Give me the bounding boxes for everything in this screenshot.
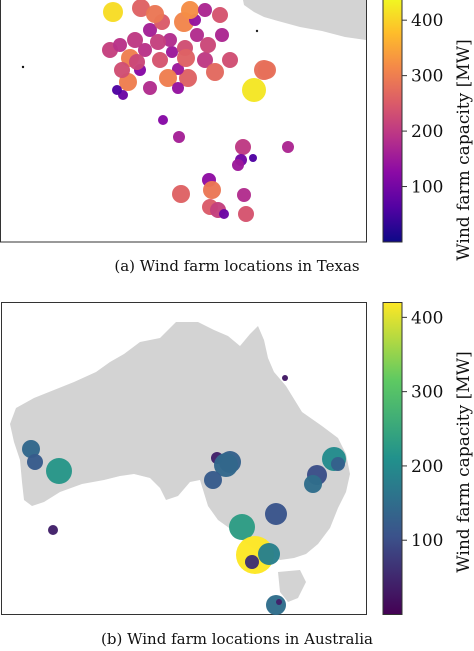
australia-colorbar-tick-label: 200 bbox=[411, 457, 443, 477]
texas-wind-farm bbox=[152, 52, 168, 68]
australia-colorbar-label: Wind farm capacity [MW] bbox=[454, 351, 474, 573]
australia-wind-farm bbox=[331, 457, 345, 471]
texas-wind-farm bbox=[172, 63, 184, 75]
australia-wind-farm bbox=[27, 454, 43, 470]
texas-map bbox=[0, 0, 367, 243]
tasmania bbox=[278, 570, 306, 602]
texas-wind-farm bbox=[177, 49, 195, 67]
texas-wind-farm bbox=[215, 28, 229, 42]
texas-wind-farm bbox=[103, 2, 123, 22]
australia-colorbar-tick-label: 300 bbox=[411, 383, 443, 403]
texas-wind-farm bbox=[222, 52, 238, 68]
australia-wind-farm bbox=[266, 595, 286, 615]
texas-wind-farm bbox=[138, 43, 152, 57]
texas-wind-farm bbox=[113, 38, 127, 52]
australia-wind-farm bbox=[258, 543, 280, 565]
australia-wind-farm bbox=[229, 514, 255, 540]
texas-wind-farm bbox=[249, 154, 257, 162]
texas-wind-farms bbox=[102, 0, 294, 222]
texas-wind-farm bbox=[172, 82, 184, 94]
texas-wind-farm bbox=[163, 33, 177, 47]
texas-wind-farm bbox=[198, 3, 212, 17]
texas-wind-farm bbox=[132, 0, 150, 17]
texas-wind-farm bbox=[197, 52, 213, 68]
texas-land bbox=[243, 0, 366, 40]
texas-caption: (a) Wind farm locations in Texas bbox=[114, 257, 360, 275]
australia-wind-farm bbox=[282, 375, 288, 381]
australia-wind-farms bbox=[22, 375, 346, 615]
texas-small-mark bbox=[255, 29, 259, 33]
texas-wind-farm bbox=[181, 1, 199, 19]
texas-wind-farm bbox=[172, 185, 190, 203]
texas-wind-farm bbox=[112, 85, 122, 95]
texas-colorbar-gradient bbox=[382, 0, 403, 243]
texas-colorbar-tick-label: 400 bbox=[411, 11, 443, 31]
australia-wind-farm bbox=[48, 525, 58, 535]
texas-wind-farm bbox=[127, 32, 143, 48]
australia-wind-farm bbox=[22, 440, 40, 458]
texas-wind-farm bbox=[158, 115, 168, 125]
texas-small-mark bbox=[21, 65, 25, 69]
australia-land bbox=[10, 322, 350, 560]
texas-wind-farm bbox=[235, 139, 251, 155]
texas-wind-farm bbox=[219, 209, 229, 219]
texas-map-frame bbox=[0, 0, 367, 243]
texas-wind-farm bbox=[150, 34, 166, 50]
texas-colorbar: 100 200 300 400 Wind farm capacity [MW] bbox=[382, 0, 474, 261]
australia-wind-farm bbox=[204, 471, 222, 489]
texas-wind-farm bbox=[232, 159, 244, 171]
australia-colorbar-gradient bbox=[382, 302, 403, 615]
texas-wind-farm bbox=[166, 46, 178, 58]
texas-wind-farm bbox=[258, 61, 276, 79]
australia-wind-farm bbox=[46, 458, 72, 484]
texas-colorbar-tick-label: 200 bbox=[411, 122, 443, 142]
australia-wind-farm bbox=[276, 599, 282, 605]
australia-wind-farm bbox=[214, 453, 238, 477]
australia-colorbar: 100 200 300 400 Wind farm capacity [MW] bbox=[382, 302, 474, 615]
texas-wind-farm bbox=[238, 206, 254, 222]
texas-wind-farm bbox=[242, 78, 266, 102]
texas-colorbar-ticks: 100 200 300 400 bbox=[402, 11, 443, 198]
australia-wind-farm bbox=[245, 555, 259, 569]
texas-colorbar-tick-label: 100 bbox=[411, 178, 443, 198]
texas-colorbar-tick-label: 300 bbox=[411, 67, 443, 87]
texas-wind-farm bbox=[203, 181, 221, 199]
australia-colorbar-ticks: 100 200 300 400 bbox=[402, 308, 443, 551]
texas-colorbar-label: Wind farm capacity [MW] bbox=[454, 39, 474, 261]
texas-wind-farm bbox=[114, 62, 130, 78]
texas-wind-farm bbox=[212, 7, 228, 23]
australia-caption: (b) Wind farm locations in Australia bbox=[101, 630, 373, 648]
australia-wind-farm bbox=[304, 475, 322, 493]
australia-map bbox=[1, 302, 367, 615]
australia-figure: 100 200 300 400 Wind farm capacity [MW] bbox=[1, 302, 474, 615]
texas-figure: 100 200 300 400 Wind farm capacity [MW] bbox=[0, 0, 474, 261]
texas-wind-farm bbox=[173, 131, 185, 143]
texas-wind-farm bbox=[179, 69, 197, 87]
texas-wind-farm bbox=[282, 141, 294, 153]
australia-wind-farm bbox=[265, 503, 287, 525]
texas-wind-farm bbox=[159, 69, 177, 87]
texas-wind-farm bbox=[129, 54, 145, 70]
texas-wind-farm bbox=[200, 37, 216, 53]
texas-wind-farm bbox=[206, 63, 224, 81]
texas-small-marks bbox=[21, 29, 259, 69]
texas-wind-farm bbox=[143, 81, 157, 95]
texas-wind-farm bbox=[190, 28, 204, 42]
australia-colorbar-tick-label: 100 bbox=[411, 531, 443, 551]
texas-wind-farm bbox=[143, 23, 157, 37]
texas-wind-farm bbox=[146, 5, 164, 23]
australia-colorbar-tick-label: 400 bbox=[411, 308, 443, 328]
texas-wind-farm bbox=[237, 188, 251, 202]
